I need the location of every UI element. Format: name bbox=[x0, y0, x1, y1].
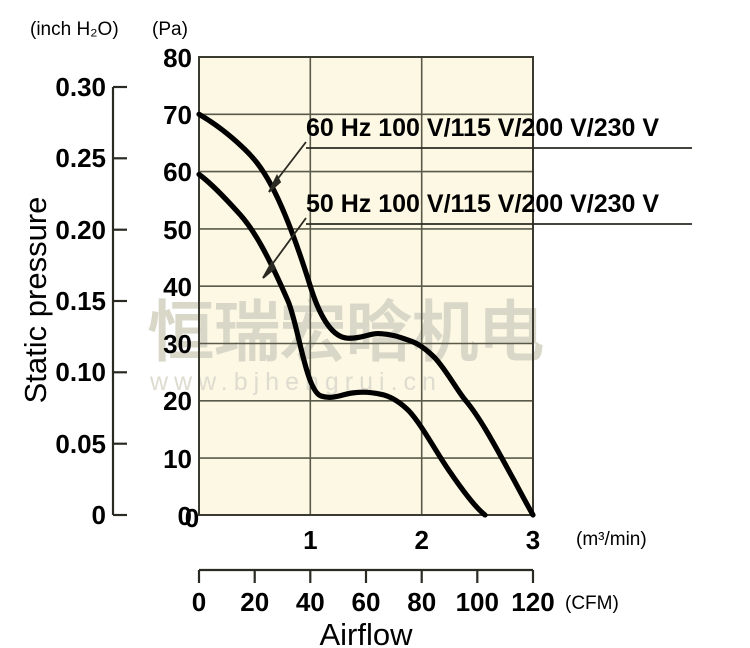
y-tick-inch-0.25: 0.25 bbox=[55, 143, 106, 173]
legend-50hz-leader-line bbox=[267, 217, 307, 271]
y-tick-pa-80: 80 bbox=[163, 43, 192, 73]
y-tick-pa-20: 20 bbox=[163, 386, 192, 416]
watermark-url-text: www.bjhengrui.cn bbox=[149, 368, 442, 396]
legend-item-60hz: 60 Hz 100 V/115 V/200 V/230 V bbox=[268, 114, 692, 193]
legend-item-50hz: 50 Hz 100 V/115 V/200 V/230 V bbox=[262, 190, 692, 279]
x-tick-cfm-100: 100 bbox=[456, 587, 499, 617]
y-axis-inchh2o-scale: 0.30 0.25 0.20 0.15 0.10 0.05 0 bbox=[55, 72, 127, 530]
legend-60hz-arrowhead bbox=[268, 173, 282, 193]
curve-50hz bbox=[196, 171, 488, 518]
y-axis-inchh2o-tickmarks bbox=[113, 85, 127, 517]
x-tick-cfm-80: 80 bbox=[407, 587, 436, 617]
watermark: 恒瑞宏晗机电 www.bjhengrui.cn bbox=[148, 294, 544, 396]
x-axis-cfm-tickmarks bbox=[197, 570, 535, 583]
x-axis-title: Airflow bbox=[319, 617, 413, 648]
x-axis-cfm-ticks: 0 20 40 60 80 100 120 bbox=[192, 587, 555, 617]
horizontal-gridlines bbox=[199, 113, 533, 459]
curves-group bbox=[196, 111, 536, 518]
y-tick-pa-40: 40 bbox=[163, 272, 192, 302]
y-unit-pa-label: (Pa) bbox=[152, 19, 188, 40]
y-tick-inch-0: 0 bbox=[92, 500, 106, 530]
x-tick-m3min-0: 0 bbox=[185, 503, 199, 533]
legend-50hz-arrowhead bbox=[262, 260, 277, 279]
watermark-chinese-text: 恒瑞宏晗机电 bbox=[148, 294, 544, 371]
x-tick-cfm-60: 60 bbox=[352, 587, 381, 617]
x-axis-m3min-ticks: 0 1 2 3 bbox=[185, 503, 540, 555]
y-tick-inch-0.20: 0.20 bbox=[55, 215, 106, 245]
legend-50hz-label: 50 Hz 100 V/115 V/200 V/230 V bbox=[306, 190, 659, 218]
x-tick-cfm-40: 40 bbox=[296, 587, 325, 617]
y-tick-inch-0.30: 0.30 bbox=[55, 72, 106, 102]
y-tick-inch-0.05: 0.05 bbox=[55, 429, 106, 459]
legend-60hz-pointer bbox=[268, 141, 307, 193]
y-axis-title: Static pressure bbox=[18, 197, 53, 404]
y-axis-pa-ticks: 80 70 60 50 40 30 20 10 0 bbox=[163, 43, 192, 531]
x-tick-cfm-0: 0 bbox=[192, 587, 206, 617]
y-tick-pa-10: 10 bbox=[163, 444, 192, 474]
x-tick-cfm-120: 120 bbox=[511, 587, 554, 617]
y-axis-inchh2o-ticks: 0.30 0.25 0.20 0.15 0.10 0.05 0 bbox=[55, 72, 106, 530]
y-tick-pa-50: 50 bbox=[163, 215, 192, 245]
y-tick-pa-0: 0 bbox=[178, 501, 192, 531]
x-tick-m3min-1: 1 bbox=[303, 525, 317, 555]
legend-60hz-label: 60 Hz 100 V/115 V/200 V/230 V bbox=[306, 114, 659, 142]
legend-50hz-pointer bbox=[262, 217, 307, 279]
y-tick-inch-0.10: 0.10 bbox=[55, 357, 106, 387]
x-tick-m3min-3: 3 bbox=[526, 525, 540, 555]
y-tick-pa-30: 30 bbox=[163, 329, 192, 359]
y-tick-pa-60: 60 bbox=[163, 157, 192, 187]
x-axis-cfm-scale: 0 20 40 60 80 100 120 (CFM) bbox=[192, 568, 619, 617]
x-tick-m3min-2: 2 bbox=[414, 525, 428, 555]
plot-area-border bbox=[198, 56, 534, 516]
x-tick-cfm-20: 20 bbox=[240, 587, 269, 617]
y-tick-pa-70: 70 bbox=[163, 100, 192, 130]
y-unit-inchh2o-label: (inch H₂O) bbox=[30, 19, 119, 40]
x-unit-cfm-label: (CFM) bbox=[565, 593, 619, 614]
x-unit-m3min-label: (m³/min) bbox=[576, 529, 647, 550]
y-tick-inch-0.15: 0.15 bbox=[55, 286, 106, 316]
curve-60hz bbox=[196, 111, 536, 518]
